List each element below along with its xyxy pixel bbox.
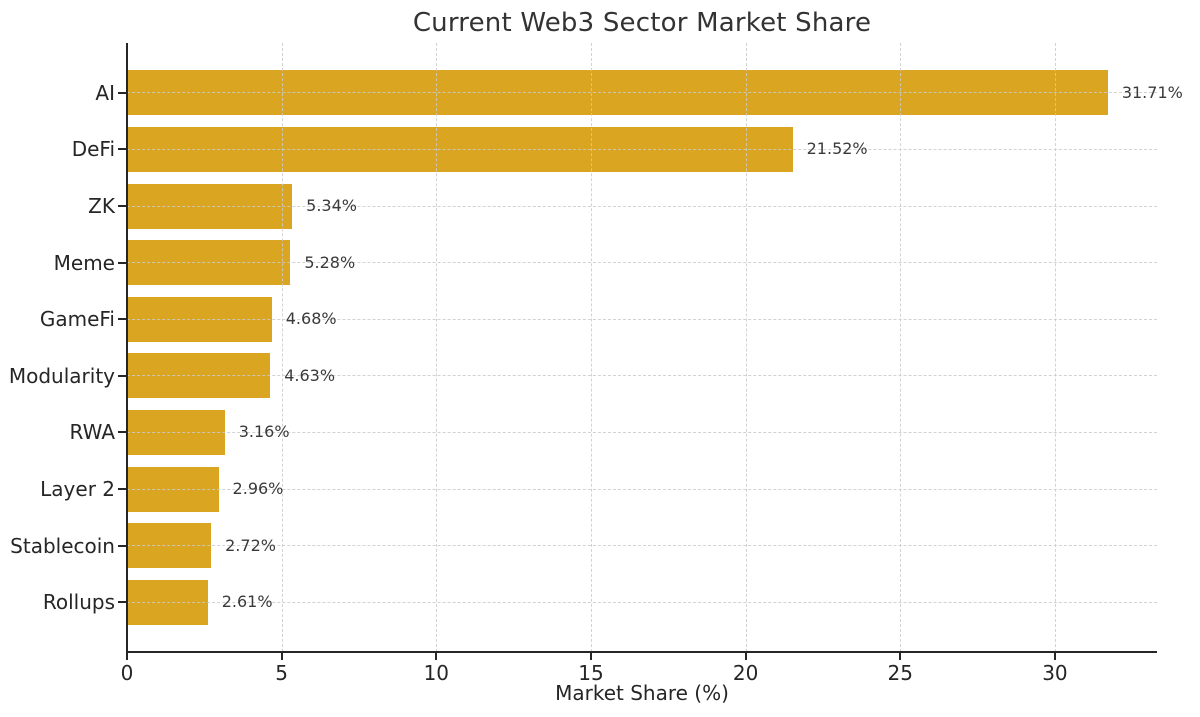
x-tick-label: 25 bbox=[887, 661, 913, 685]
x-tick bbox=[589, 653, 592, 660]
x-tick bbox=[280, 653, 283, 660]
category-label: Layer 2 bbox=[40, 477, 115, 501]
bar-value-label: 5.28% bbox=[304, 252, 356, 272]
gridline-v bbox=[745, 43, 747, 652]
category-label: RWA bbox=[69, 420, 115, 445]
x-tick-label: 0 bbox=[120, 661, 134, 685]
x-tick-label: 15 bbox=[578, 661, 604, 685]
y-tick bbox=[118, 261, 126, 264]
bar-value-label: 4.63% bbox=[284, 365, 336, 385]
category-label: DeFi bbox=[71, 137, 115, 162]
gridline-v bbox=[281, 43, 283, 652]
y-tick bbox=[118, 431, 126, 434]
gridline-v bbox=[1054, 43, 1056, 652]
gridline-h bbox=[127, 545, 1157, 547]
category-label: Meme bbox=[53, 250, 115, 275]
category-label: ZK bbox=[88, 194, 115, 218]
gridline-h bbox=[127, 488, 1157, 490]
x-tick-label: 20 bbox=[732, 661, 759, 685]
gridline-h bbox=[127, 148, 1157, 150]
plot-area: 0 5 10 15 20 25 30 AI 31.71% DeFi 21.52% ZK 5.34% Mem… bbox=[9, 43, 1183, 685]
y-tick bbox=[118, 205, 126, 207]
category-label: AI bbox=[95, 80, 115, 105]
bar-value-label: 21.52% bbox=[806, 139, 868, 159]
gridline-h bbox=[127, 375, 1157, 377]
y-tick bbox=[118, 148, 126, 151]
x-tick bbox=[435, 653, 438, 660]
gridline-h bbox=[127, 318, 1157, 320]
bar-value-label: 2.61% bbox=[221, 592, 273, 612]
bar-value-label: 3.16% bbox=[238, 422, 290, 442]
gridline-h bbox=[127, 601, 1157, 603]
y-tick bbox=[118, 601, 126, 604]
bar-value-label: 2.72% bbox=[225, 535, 276, 555]
category-label: Modularity bbox=[8, 363, 115, 388]
gridline-v bbox=[436, 43, 438, 652]
x-axis-label: Market Share (%) bbox=[555, 681, 729, 705]
y-tick bbox=[118, 544, 126, 547]
gridline-h bbox=[127, 205, 1157, 207]
x-tick-label: 30 bbox=[1042, 661, 1068, 685]
gridline-h bbox=[127, 262, 1157, 264]
y-tick bbox=[118, 91, 126, 94]
y-tick bbox=[118, 374, 126, 377]
y-tick bbox=[118, 318, 126, 321]
category-label: GameFi bbox=[39, 307, 115, 332]
x-tick-label: 5 bbox=[275, 661, 288, 685]
gridline-v bbox=[900, 43, 902, 652]
gridline-h bbox=[127, 431, 1157, 433]
bar-value-label: 31.71% bbox=[1121, 82, 1183, 102]
gridline-h bbox=[127, 92, 1157, 94]
chart-title: Current Web3 Sector Market Share bbox=[412, 8, 872, 38]
x-tick-label: 10 bbox=[423, 661, 450, 685]
x-tick bbox=[899, 653, 902, 660]
x-tick bbox=[126, 653, 128, 660]
y-tick bbox=[118, 488, 126, 490]
x-tick bbox=[744, 653, 747, 660]
x-axis-spine bbox=[126, 651, 1157, 653]
bar-value-label: 2.96% bbox=[232, 479, 284, 498]
bar-value-label: 4.68% bbox=[285, 309, 337, 329]
y-axis-spine bbox=[126, 43, 128, 652]
category-label: Stablecoin bbox=[10, 533, 115, 558]
category-label: Rollups bbox=[42, 590, 115, 615]
x-tick bbox=[1053, 653, 1056, 660]
gridline-v bbox=[590, 43, 592, 652]
bar-value-label: 5.34% bbox=[306, 196, 357, 215]
